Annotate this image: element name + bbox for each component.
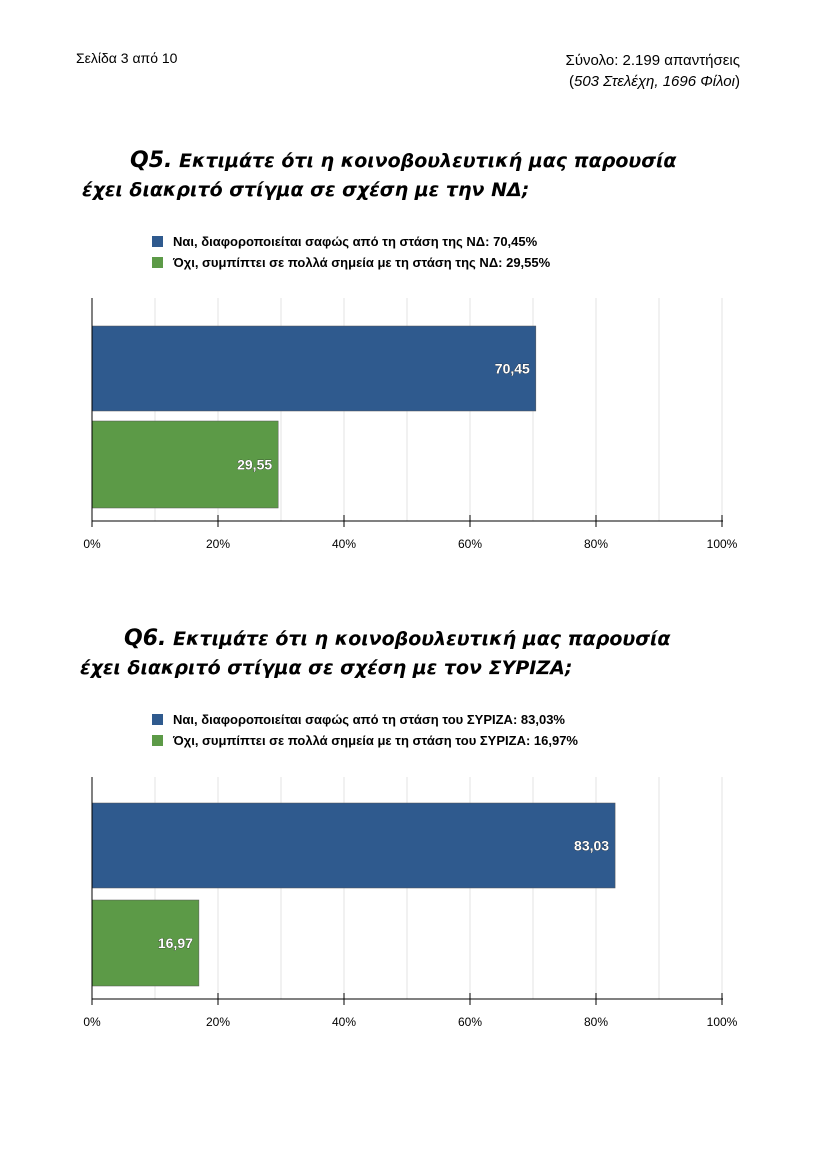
total-line: Σύνολο: 2.199 απαντήσεις (565, 52, 740, 69)
legend-swatch-green (152, 735, 163, 746)
breakdown-text: 503 Στελέχη, 1696 Φίλοι (573, 73, 735, 90)
legend-label: Όχι, συμπίπτει σε πολλά σημεία με τη στά… (173, 733, 578, 748)
x-tick-label: 20% (206, 537, 230, 551)
legend-item: Όχι, συμπίπτει σε πολλά σημεία με τη στά… (152, 730, 578, 751)
q6-number: Q6. (124, 626, 167, 651)
legend-item: Ναι, διαφοροποιείται σαφώς από τη στάση … (152, 709, 578, 730)
q6-legend: Ναι, διαφοροποιείται σαφώς από τη στάση … (152, 709, 578, 751)
bar-data-label: 16,97 (158, 935, 193, 951)
legend-swatch-blue (152, 236, 163, 247)
q5-number: Q5. (130, 148, 173, 173)
x-tick-label: 0% (83, 537, 101, 551)
x-tick-label: 100% (707, 537, 738, 551)
legend-swatch-blue (152, 714, 163, 725)
q6-title-line1: Εκτιμάτε ότι η κοινοβουλευτική μας παρου… (173, 628, 671, 650)
q5-legend: Ναι, διαφοροποιείται σαφώς από τη στάση … (152, 231, 550, 273)
bar-data-label: 70,45 (495, 361, 530, 377)
legend-item: Ναι, διαφοροποιείται σαφώς από τη στάση … (152, 231, 550, 252)
page-number: Σελίδα 3 από 10 (76, 50, 178, 66)
legend-swatch-green (152, 257, 163, 268)
legend-item: Όχι, συμπίπτει σε πολλά σημεία με τη στά… (152, 252, 550, 273)
x-tick-label: 0% (83, 1015, 101, 1029)
q6-title: Q6. Εκτιμάτε ότι η κοινοβουλευτική μας π… (80, 624, 670, 683)
bar-data-label: 83,03 (574, 838, 609, 854)
x-tick-label: 80% (584, 1015, 608, 1029)
x-tick-label: 60% (458, 1015, 482, 1029)
x-tick-label: 20% (206, 1015, 230, 1029)
bar (91, 420, 279, 509)
responses-total: Σύνολο: 2.199 απαντήσεις (503 Στελέχη, 1… (566, 50, 740, 92)
q6-title-line2: έχει διακριτό στίγμα σε σχέση με τον ΣΥΡ… (80, 657, 573, 679)
x-tick-label: 40% (332, 1015, 356, 1029)
bar-data-label: 29,55 (237, 457, 272, 473)
x-tick-label: 40% (332, 537, 356, 551)
legend-label: Ναι, διαφοροποιείται σαφώς από τη στάση … (173, 234, 538, 249)
x-tick-label: 60% (458, 537, 482, 551)
q5-title: Q5. Εκτιμάτε ότι η κοινοβουλευτική μας π… (82, 146, 676, 205)
x-tick-label: 100% (707, 1015, 738, 1029)
legend-label: Όχι, συμπίπτει σε πολλά σημεία με τη στά… (173, 255, 551, 270)
q5-title-line1: Εκτιμάτε ότι η κοινοβουλευτική μας παρου… (179, 150, 677, 172)
breakdown-line: (503 Στελέχη, 1696 Φίλοι) (568, 73, 740, 90)
x-tick-label: 80% (584, 537, 608, 551)
bar (91, 325, 537, 412)
q5-title-line2: έχει διακριτό στίγμα σε σχέση με την ΝΔ; (82, 179, 530, 201)
bar (91, 802, 616, 889)
legend-label: Ναι, διαφοροποιείται σαφώς από τη στάση … (173, 712, 565, 727)
bar (91, 899, 200, 987)
